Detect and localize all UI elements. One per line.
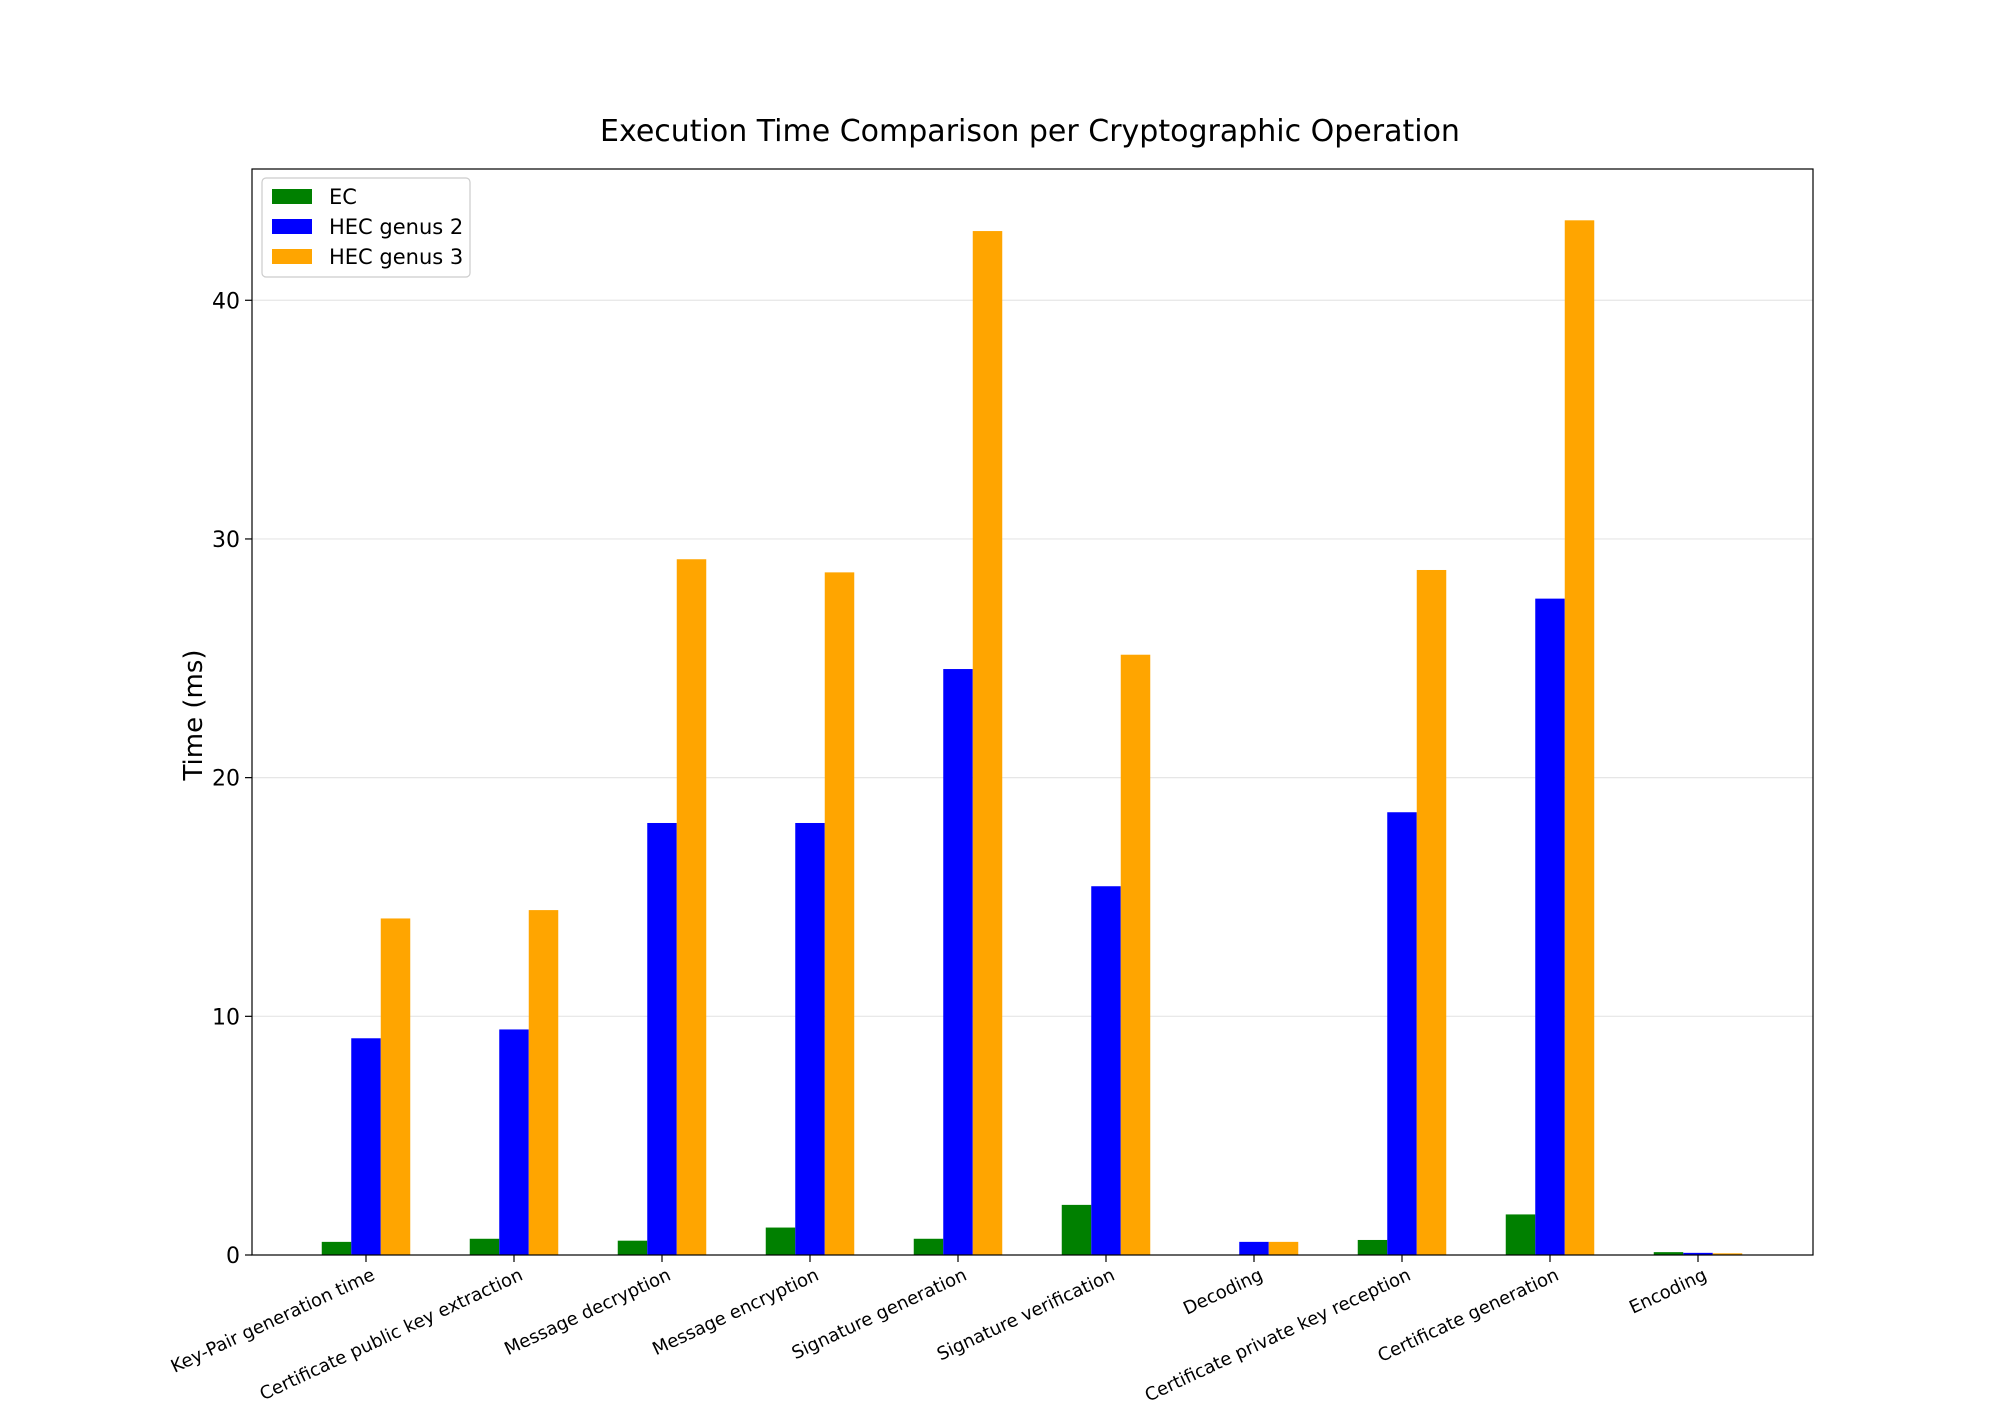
x-tick-label: Message decryption	[501, 1264, 674, 1360]
bar-ec	[617, 1240, 648, 1255]
bar-hec-genus-2	[1239, 1241, 1269, 1255]
bar-group	[765, 572, 855, 1255]
y-tick-label: 40	[212, 289, 240, 314]
bar-hec-genus-2	[943, 669, 973, 1255]
y-tick-label: 10	[212, 1005, 240, 1030]
x-tick-label: Certificate public key extraction	[257, 1264, 527, 1400]
bar-group	[1239, 1241, 1299, 1255]
legend-label: HEC genus 2	[329, 215, 463, 239]
bar-hec-genus-3	[1120, 654, 1151, 1255]
bar-hec-genus-2	[795, 822, 825, 1255]
bar-hec-genus-2	[1535, 598, 1565, 1255]
bar-hec-genus-2	[1091, 886, 1121, 1255]
plot-area-frame	[251, 168, 1814, 1256]
bar-group	[1505, 220, 1595, 1255]
x-tick-label: Decoding	[1180, 1264, 1266, 1319]
bar-hec-genus-3	[676, 559, 707, 1255]
bar-hec-genus-2	[351, 1038, 381, 1255]
legend-swatch	[272, 189, 312, 204]
legend-swatch	[272, 249, 312, 264]
bar-group	[1653, 1252, 1743, 1255]
bar-hec-genus-2	[499, 1029, 529, 1255]
bar-ec	[1653, 1252, 1684, 1255]
x-tick-label: Certificate private key reception	[1142, 1264, 1414, 1400]
bar-group	[469, 910, 559, 1255]
bar-hec-genus-3	[1712, 1253, 1743, 1255]
bar-hec-genus-3	[380, 918, 411, 1255]
bar-ec	[913, 1238, 944, 1255]
bar-ec	[765, 1227, 796, 1255]
bar-hec-genus-3	[1564, 220, 1595, 1255]
legend-label: EC	[329, 185, 357, 209]
legend-frame	[261, 177, 471, 278]
y-axis-ticks: 0 10 20 30 40	[212, 289, 252, 1269]
bar-ec	[321, 1241, 352, 1255]
x-tick-label: Encoding	[1626, 1264, 1710, 1318]
bar-group	[1061, 654, 1151, 1255]
legend-label: HEC genus 3	[329, 245, 463, 269]
bar-hec-genus-2	[1387, 812, 1417, 1255]
bar-hec-genus-3	[972, 231, 1003, 1256]
bar-hec-genus-3	[1416, 569, 1447, 1255]
y-tick-label: 20	[212, 767, 240, 792]
bars	[321, 220, 1743, 1256]
legend: EC HEC genus 2 HEC genus 3	[261, 177, 471, 278]
bar-group	[1357, 569, 1447, 1255]
bar-group	[913, 231, 1003, 1256]
bar-ec	[1505, 1214, 1536, 1255]
bar-group	[321, 918, 411, 1255]
chart-title: Execution Time Comparison per Cryptograp…	[600, 114, 1460, 149]
bar-group	[617, 559, 707, 1255]
y-axis-label: Time (ms)	[179, 649, 209, 781]
bar-hec-genus-3	[1268, 1241, 1299, 1255]
y-tick-label: 30	[212, 528, 240, 553]
bar-hec-genus-3	[824, 572, 855, 1255]
bar-ec	[1061, 1204, 1092, 1255]
y-tick-label: 0	[226, 1244, 240, 1269]
bar-hec-genus-3	[528, 910, 559, 1255]
bar-ec	[469, 1238, 500, 1255]
bar-hec-genus-2	[647, 822, 677, 1255]
bar-hec-genus-2	[1683, 1252, 1713, 1255]
bar-ec	[1357, 1239, 1388, 1255]
legend-swatch	[272, 219, 312, 234]
